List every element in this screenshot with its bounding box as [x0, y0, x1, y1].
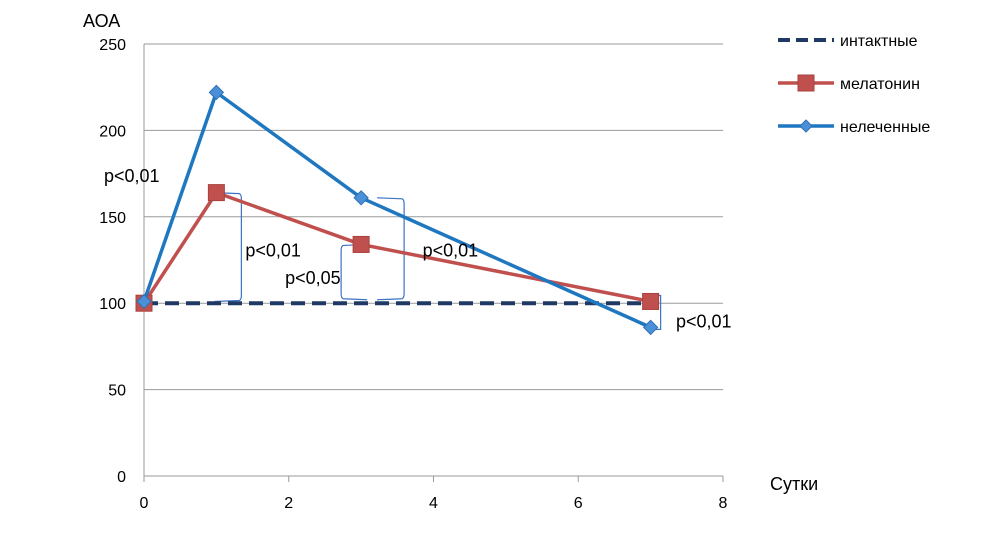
- legend-marker-diamond: [799, 119, 813, 133]
- bracket-day3-left: [340, 243, 368, 301]
- x-tick-label: 2: [284, 495, 293, 512]
- significance-brackets: [214, 192, 662, 330]
- legend-label: мелатонин: [840, 76, 920, 93]
- y-tick-label: 250: [99, 37, 126, 54]
- data-point-square: [207, 184, 225, 202]
- y-axis-title: АОА: [83, 11, 120, 31]
- significance-label: p<0,01: [245, 241, 301, 261]
- significance-label: p<0,01: [104, 166, 160, 186]
- legend-label: интактные: [840, 33, 918, 50]
- data-point-diamond: [136, 293, 152, 310]
- series: [135, 84, 660, 336]
- significance-label: p<0,05: [285, 268, 341, 288]
- axes: 0 50 100 150 200 250 0 2 4 6 8 АОА Сутки: [83, 11, 818, 512]
- data-point-diamond: [353, 190, 369, 206]
- y-tick-label: 50: [108, 383, 126, 400]
- data-point-diamond: [642, 319, 659, 336]
- bracket-day1: [214, 192, 242, 303]
- series-line-1: [142, 190, 651, 305]
- significance-label: p<0,01: [423, 241, 479, 261]
- x-tick-label: 0: [140, 495, 149, 512]
- annotations: p<0,01 p<0,01 p<0,05 p<0,01 p<0,01: [104, 166, 732, 331]
- series-line-2: [142, 90, 652, 329]
- y-tick-label: 150: [99, 210, 126, 227]
- legend: интактные мелатонин нелеченные: [778, 33, 930, 136]
- bracket-day3-right: [377, 197, 405, 301]
- data-point-square: [642, 292, 660, 310]
- y-tick-label: 100: [99, 296, 126, 313]
- x-tick-label: 8: [719, 495, 728, 512]
- x-tick-label: 6: [574, 495, 583, 512]
- legend-marker-square: [797, 74, 815, 92]
- y-tick-label: 200: [99, 123, 126, 140]
- data-point-square: [352, 235, 370, 253]
- significance-label: p<0,01: [676, 311, 732, 331]
- legend-label: нелеченные: [840, 119, 930, 136]
- y-tick-label: 0: [117, 469, 126, 486]
- x-tick-label: 4: [429, 495, 438, 512]
- x-axis-title: Сутки: [770, 474, 818, 494]
- data-point-diamond: [208, 84, 225, 101]
